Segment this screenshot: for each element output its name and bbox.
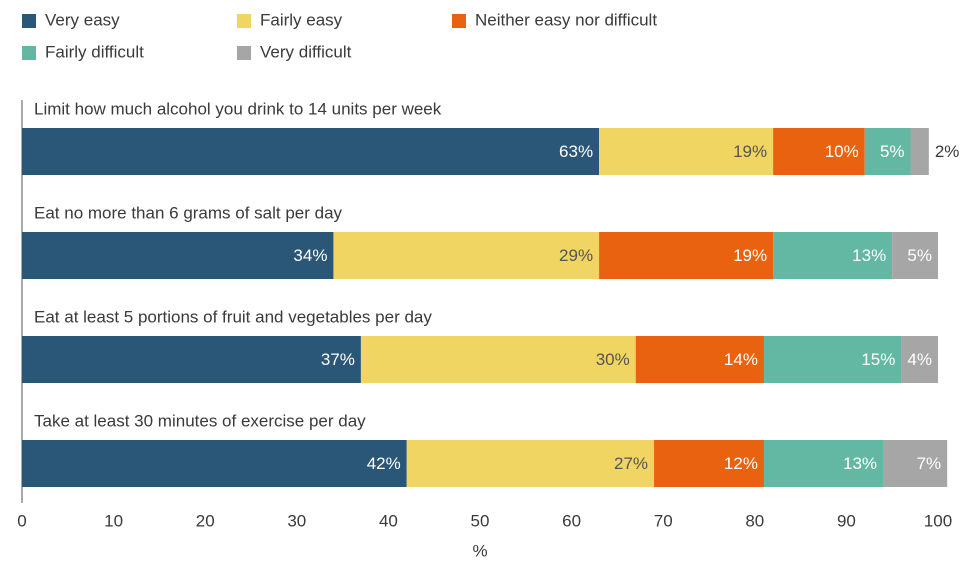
x-tick-label: 60 <box>562 511 581 530</box>
legend-label: Neither easy nor difficult <box>475 10 657 29</box>
value-label: 4% <box>907 350 932 369</box>
legend-swatch <box>22 14 36 28</box>
bar-segment <box>910 128 929 175</box>
bar-segment <box>635 336 764 383</box>
bar-segment <box>763 440 884 487</box>
value-label: 12% <box>724 454 758 473</box>
x-tick-label: 40 <box>379 511 398 530</box>
value-label: 14% <box>724 350 758 369</box>
x-tick-label: 30 <box>287 511 306 530</box>
value-label: 29% <box>559 246 593 265</box>
value-label: 5% <box>880 142 905 161</box>
category-label: Eat no more than 6 grams of salt per day <box>34 203 343 222</box>
x-tick-label: 80 <box>745 511 764 530</box>
bar-segment <box>883 440 948 487</box>
value-label: 37% <box>321 350 355 369</box>
bar-segment <box>773 128 865 175</box>
x-tick-label: 50 <box>471 511 490 530</box>
bar-segment <box>333 232 600 279</box>
x-tick-label: 0 <box>17 511 26 530</box>
x-tick-label: 10 <box>104 511 123 530</box>
value-label: 13% <box>852 246 886 265</box>
legend-swatch <box>452 14 466 28</box>
value-label: 5% <box>907 246 932 265</box>
value-label: 63% <box>559 142 593 161</box>
bar-segment <box>22 128 600 175</box>
bar-segment <box>892 232 938 279</box>
value-label: 19% <box>733 142 767 161</box>
bar-segment <box>360 336 636 383</box>
bar-segment <box>22 336 361 383</box>
bar-segment <box>22 232 334 279</box>
legend-label: Very difficult <box>260 42 352 61</box>
x-axis-label: % <box>472 541 487 560</box>
bar-segment <box>864 128 911 175</box>
bar-segment <box>901 336 938 383</box>
value-label: 7% <box>917 454 942 473</box>
category-label: Eat at least 5 portions of fruit and veg… <box>34 307 432 326</box>
x-tick-label: 100 <box>924 511 952 530</box>
value-label: 30% <box>596 350 630 369</box>
value-label: 19% <box>733 246 767 265</box>
value-label: 42% <box>367 454 401 473</box>
bar-segment <box>763 336 902 383</box>
value-label: 15% <box>861 350 895 369</box>
value-label: 2% <box>935 142 960 161</box>
bar-segment <box>654 440 764 487</box>
bar-segment <box>599 232 774 279</box>
x-tick-label: 70 <box>654 511 673 530</box>
legend-swatch <box>237 14 251 28</box>
bar-segment <box>406 440 655 487</box>
bar-segment <box>22 440 407 487</box>
x-tick-label: 20 <box>196 511 215 530</box>
legend-label: Fairly easy <box>260 10 343 29</box>
category-label: Take at least 30 minutes of exercise per… <box>34 411 366 430</box>
legend-swatch <box>22 46 36 60</box>
category-label: Limit how much alcohol you drink to 14 u… <box>34 99 442 118</box>
value-label: 10% <box>825 142 859 161</box>
value-label: 34% <box>293 246 327 265</box>
legend-label: Fairly difficult <box>45 42 144 61</box>
x-tick-label: 90 <box>837 511 856 530</box>
bar-segment <box>773 232 893 279</box>
legend-swatch <box>237 46 251 60</box>
legend-label: Very easy <box>45 10 120 29</box>
bar-segment <box>599 128 774 175</box>
value-label: 13% <box>843 454 877 473</box>
value-label: 27% <box>614 454 648 473</box>
